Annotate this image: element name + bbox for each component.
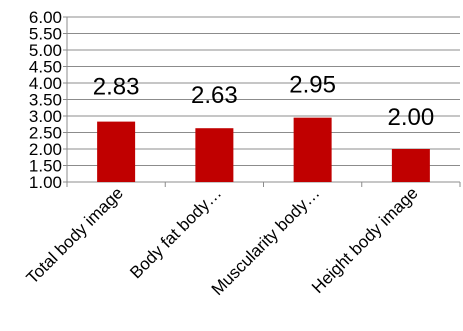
- y-tick-label-3.00: 3.00: [29, 107, 62, 126]
- category-label-2: Muscularity body…: [208, 183, 324, 299]
- bar-3: [391, 149, 430, 182]
- y-tick-label-6.00: 6.00: [29, 8, 62, 27]
- data-label-0: 2.83: [93, 74, 140, 101]
- y-tick-label-3.50: 3.50: [29, 91, 62, 110]
- bar-0: [97, 121, 136, 182]
- y-tick-label-4.00: 4.00: [29, 74, 62, 93]
- y-tick-label-2.00: 2.00: [29, 140, 62, 159]
- bar-1: [195, 128, 234, 182]
- bars: [97, 117, 430, 182]
- y-tick-label-1.00: 1.00: [29, 173, 62, 192]
- y-tick-labels: 1.001.502.002.503.003.504.004.505.005.50…: [29, 8, 62, 192]
- y-tick-label-1.50: 1.50: [29, 157, 62, 176]
- y-tick-label-5.00: 5.00: [29, 41, 62, 60]
- category-label-1: Body fat body…: [126, 183, 225, 282]
- category-labels: Total body image Body fat body…Muscularit…: [23, 183, 422, 299]
- data-label-2: 2.95: [289, 72, 336, 99]
- data-label-3: 2.00: [388, 104, 435, 131]
- bar-2: [293, 117, 332, 182]
- y-tick-label-5.50: 5.50: [29, 25, 62, 44]
- y-tick-label-2.50: 2.50: [29, 124, 62, 143]
- data-label-1: 2.63: [191, 82, 238, 109]
- data-labels: 2.83 2.63 2.95 2.00: [93, 72, 434, 131]
- axes: [63, 16, 461, 187]
- category-label-0: Total body image: [23, 183, 127, 287]
- category-label-3: Height body image: [308, 183, 422, 297]
- y-tick-label-4.50: 4.50: [29, 58, 62, 77]
